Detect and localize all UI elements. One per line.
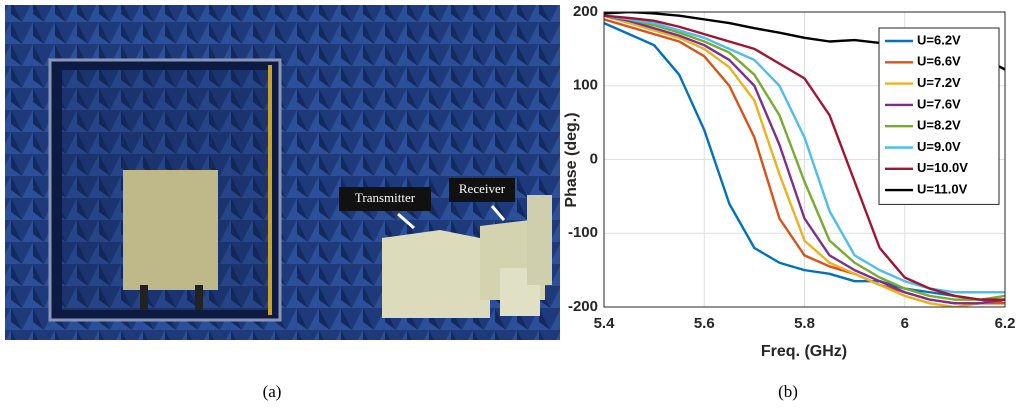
line — [604, 14, 1005, 301]
line — [604, 14, 1005, 301]
photo-label: Transmitter — [355, 190, 416, 205]
legend — [878, 27, 1000, 205]
line — [604, 14, 1005, 305]
legend-label: U=6.6V — [917, 54, 961, 69]
line — [604, 14, 1005, 307]
line — [604, 21, 1005, 305]
legend-label: U=9.0V — [917, 139, 961, 154]
x-tick-label: 5.4 — [594, 315, 616, 332]
x-tick-label: 6 — [901, 315, 909, 332]
legend-label: U=11.0V — [917, 182, 968, 197]
photo-label: Receiver — [459, 181, 506, 196]
y-tick-label: 0 — [590, 150, 598, 167]
y-tick-label: 200 — [573, 3, 598, 20]
legend-label: U=8.2V — [917, 118, 961, 133]
legend-label: U=7.6V — [917, 96, 961, 111]
y-tick-label: 100 — [573, 77, 598, 94]
x-tick-label: 6.2 — [995, 315, 1016, 332]
legend-label: U=6.2V — [917, 32, 961, 47]
axes-box — [603, 11, 1006, 308]
legend-label: U=10.0V — [917, 160, 968, 175]
caption: (a) — [263, 382, 282, 401]
y-tick-label: -100 — [568, 224, 598, 241]
y-axis-label: Phase (deg.) — [563, 112, 580, 207]
y-tick-label: -200 — [568, 298, 598, 315]
x-tick-label: 5.8 — [794, 315, 815, 332]
x-axis-label: Freq. (GHz) — [761, 343, 847, 360]
photo: Transmitter Receiver — [5, 5, 560, 340]
legend-label: U=7.2V — [917, 75, 961, 90]
x-tick-label: 5.6 — [694, 315, 715, 332]
caption: (b) — [778, 382, 798, 401]
